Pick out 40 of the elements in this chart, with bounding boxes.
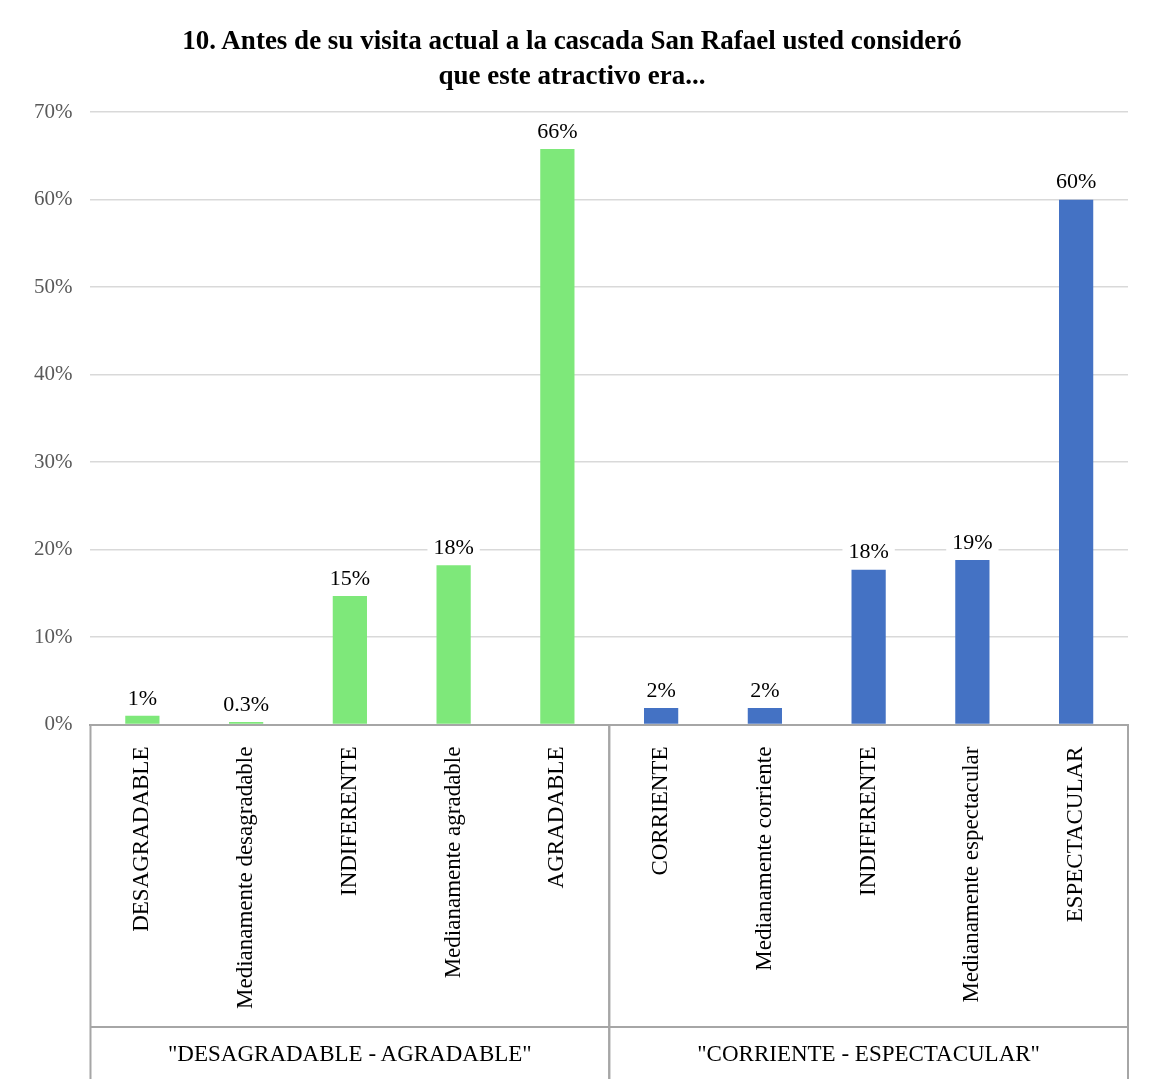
x-tick-label: CORRIENTE	[647, 746, 673, 876]
bar	[955, 560, 990, 724]
y-tick-label: 0%	[44, 711, 73, 736]
data-label: 0.3%	[223, 690, 270, 716]
bar	[332, 595, 367, 724]
x-tick-label: Medianamente agradable	[439, 746, 465, 979]
data-label: 15%	[329, 564, 371, 590]
x-tick-label: AGRADABLE	[543, 746, 569, 889]
x-tick-label: ESPECTACULAR	[1062, 745, 1088, 923]
bar	[747, 707, 782, 724]
data-label: 66%	[537, 117, 578, 143]
x-tick-label: Medianamente espectacular	[958, 746, 984, 1003]
x-tick-label: INDIFERENTE	[335, 746, 361, 897]
bar	[851, 569, 886, 724]
bar	[540, 148, 575, 724]
y-tick-label: 30%	[33, 448, 73, 473]
bar	[436, 565, 471, 724]
y-tick-label: 40%	[33, 361, 73, 386]
text: "DESAGRADABLE - AGRADABLE"	[167, 1041, 532, 1067]
x-tick-label: Medianamente corriente	[750, 746, 776, 971]
bar	[125, 715, 160, 724]
chart-title: 10. Antes de su visita actual a la cascada San Rafael usted consideró que este atractivo era...	[182, 24, 962, 90]
data-label: 18%	[848, 538, 889, 564]
y-tick-label: 10%	[33, 623, 73, 648]
x-tick-label: DESAGRADABLE	[128, 746, 154, 932]
data-label: 18%	[433, 534, 474, 560]
data-label: 19%	[952, 528, 993, 554]
y-tick-label: 60%	[33, 186, 73, 211]
y-tick-label: 50%	[33, 273, 73, 298]
data-label: 1%	[127, 684, 158, 710]
text: "CORRIENTE - ESPECTACULAR"	[697, 1041, 1041, 1067]
y-tick-label: 70%	[33, 98, 73, 123]
bar	[644, 707, 679, 724]
y-tick-label: 20%	[33, 536, 73, 561]
data-label: 60%	[1055, 168, 1097, 194]
x-tick-label: Medianamente desagradable	[232, 746, 258, 1010]
data-label: 2%	[750, 676, 780, 702]
bar	[1059, 199, 1094, 724]
x-tick-label: INDIFERENTE	[854, 746, 880, 897]
data-label: 2%	[646, 676, 676, 702]
